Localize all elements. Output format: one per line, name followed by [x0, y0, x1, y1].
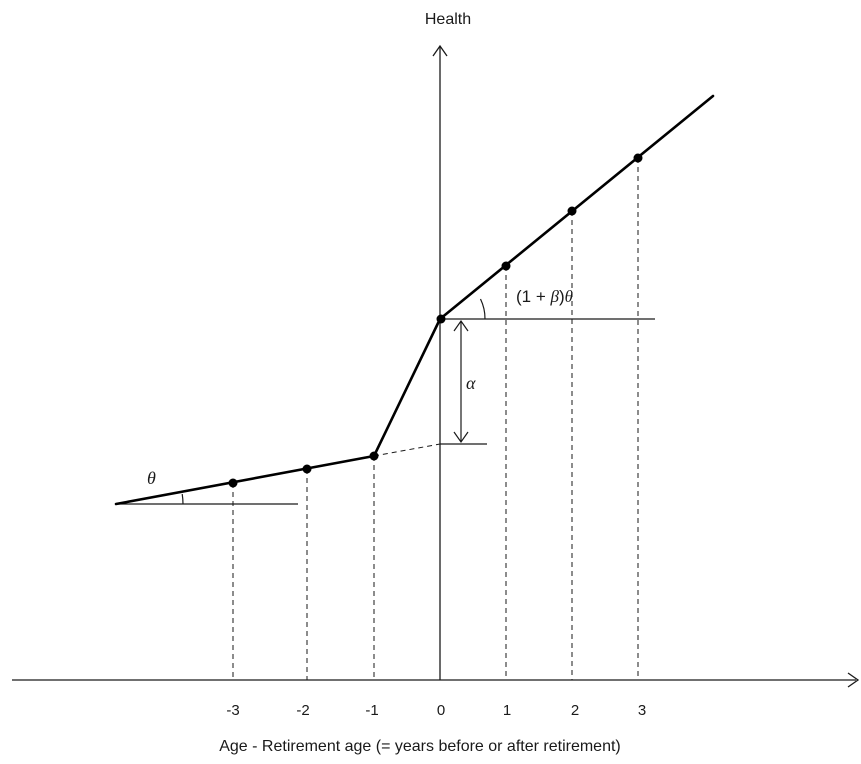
data-point [567, 206, 577, 216]
alpha-arrowhead-top [453, 319, 469, 332]
x-axis-arrowhead [847, 672, 860, 688]
x-axis-label: Age - Retirement age (= years before or … [219, 738, 621, 755]
data-point [633, 153, 643, 163]
data-point [369, 451, 379, 461]
counterfactual-trend-line [373, 443, 441, 457]
health-path [114, 94, 715, 506]
y-axis-label: Health [425, 11, 471, 28]
data-point [501, 261, 511, 271]
theta-label: θ [147, 468, 156, 488]
alpha-label: α [466, 373, 476, 393]
x-tick-label: 2 [571, 702, 579, 719]
data-point [302, 464, 312, 474]
x-tick-label: -3 [226, 702, 239, 719]
post-slope-beta: β [550, 287, 560, 306]
x-tick-label: 1 [503, 702, 511, 719]
alpha-arrowhead-bottom [453, 431, 469, 444]
y-axis-arrowhead [432, 44, 448, 57]
post-slope-suffix: ) [559, 287, 565, 306]
data-point [436, 314, 446, 324]
x-tick-label: -1 [365, 702, 378, 719]
theta-angle-arc [181, 493, 184, 505]
x-tick-label: 0 [437, 702, 445, 719]
post-slope-prefix: (1 + [516, 287, 551, 306]
post-slope-label: (1 + β)θ [516, 287, 573, 306]
x-tick-label: -2 [296, 702, 309, 719]
x-tick-label: 3 [638, 702, 646, 719]
post-slope-angle-arc [479, 298, 486, 320]
data-point [228, 478, 238, 488]
post-slope-theta: θ [565, 287, 573, 306]
